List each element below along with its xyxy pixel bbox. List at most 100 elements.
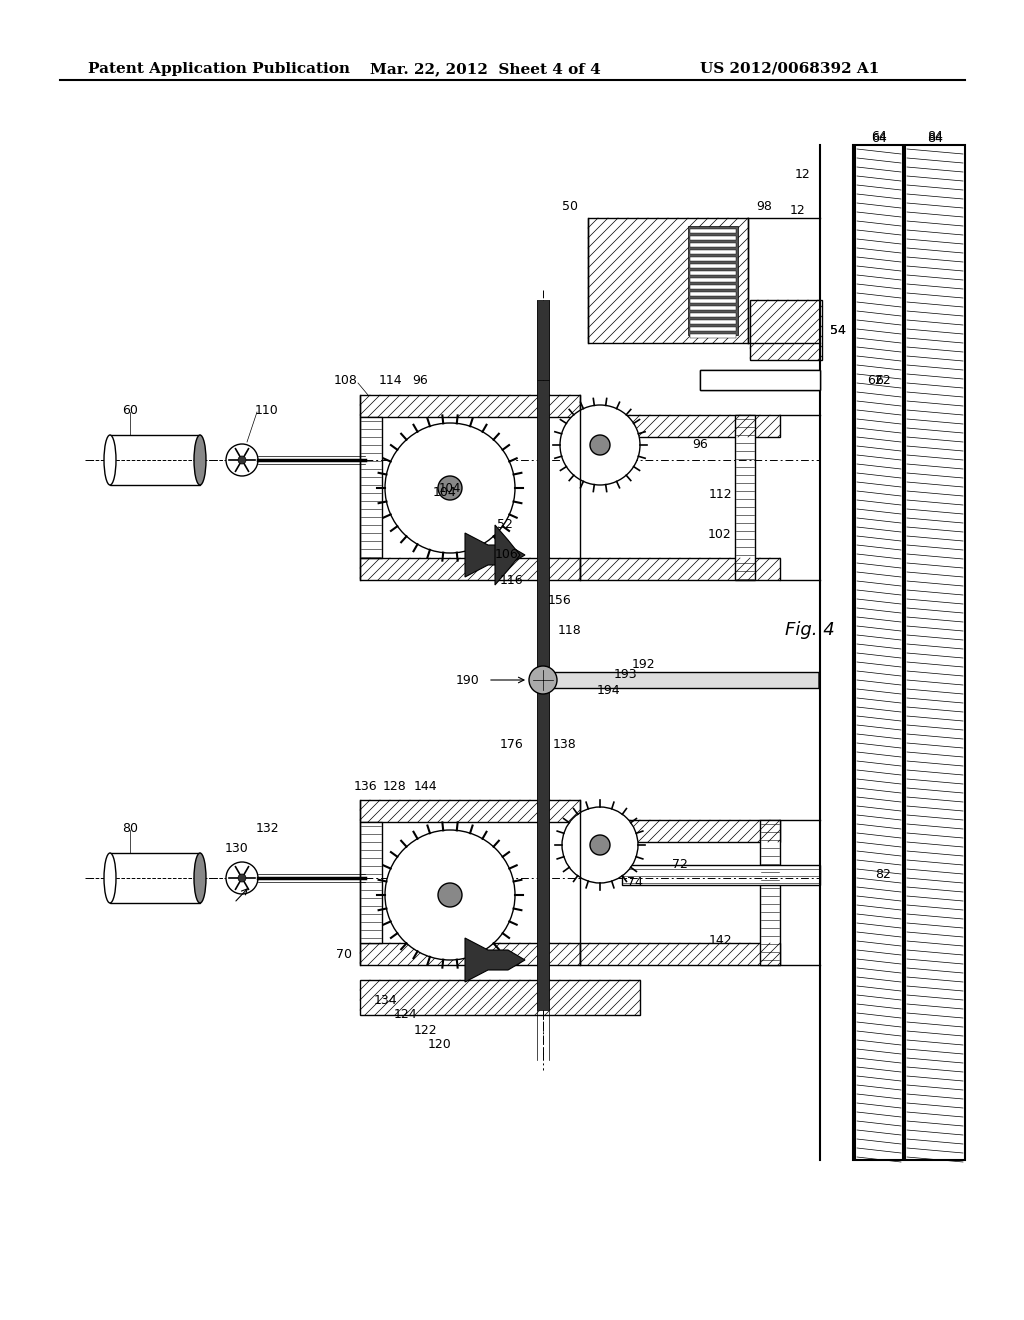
- Text: 60: 60: [122, 404, 138, 417]
- Bar: [690, 292, 736, 296]
- Text: 138: 138: [553, 738, 577, 751]
- Bar: [690, 279, 736, 282]
- Text: 62: 62: [874, 374, 891, 387]
- Circle shape: [438, 883, 462, 907]
- Text: 190: 190: [456, 673, 480, 686]
- Bar: [110, 853, 200, 903]
- Text: 84: 84: [927, 132, 943, 144]
- Bar: [855, 145, 903, 1160]
- Bar: [690, 285, 736, 289]
- Text: 142: 142: [709, 933, 732, 946]
- Text: 102: 102: [709, 528, 732, 541]
- Text: 52: 52: [497, 519, 513, 532]
- Bar: [690, 243, 736, 247]
- Bar: [110, 436, 200, 484]
- Polygon shape: [495, 525, 520, 585]
- Circle shape: [226, 862, 258, 894]
- Bar: [690, 334, 736, 338]
- Text: 114: 114: [378, 375, 401, 388]
- Text: 144: 144: [414, 780, 437, 792]
- Text: 84: 84: [927, 131, 943, 144]
- Text: 54: 54: [830, 323, 846, 337]
- Bar: [700, 370, 820, 389]
- Ellipse shape: [104, 853, 116, 903]
- Bar: [588, 218, 748, 343]
- Circle shape: [385, 830, 515, 960]
- Bar: [360, 417, 382, 558]
- Bar: [750, 300, 822, 360]
- Text: 193: 193: [613, 668, 637, 681]
- Bar: [688, 226, 738, 335]
- Text: 104: 104: [439, 482, 461, 495]
- Circle shape: [238, 455, 246, 465]
- Bar: [760, 820, 780, 965]
- Text: 80: 80: [122, 821, 138, 834]
- Bar: [580, 558, 780, 579]
- Text: 136: 136: [353, 780, 377, 792]
- Circle shape: [529, 667, 557, 694]
- Text: 12: 12: [795, 169, 810, 181]
- Bar: [622, 865, 820, 884]
- Text: 122: 122: [414, 1023, 437, 1036]
- Bar: [690, 300, 736, 304]
- Bar: [360, 800, 580, 822]
- Polygon shape: [465, 939, 525, 982]
- Bar: [537, 380, 549, 1010]
- Text: 64: 64: [871, 131, 887, 144]
- Text: US 2012/0068392 A1: US 2012/0068392 A1: [700, 62, 880, 77]
- Text: Patent Application Publication: Patent Application Publication: [88, 62, 350, 77]
- Text: 106: 106: [495, 549, 518, 561]
- Text: 12: 12: [790, 203, 805, 216]
- Text: 120: 120: [428, 1039, 452, 1052]
- Text: 98: 98: [756, 199, 772, 213]
- Text: 54: 54: [830, 323, 846, 337]
- Text: 82: 82: [874, 869, 891, 882]
- Text: 110: 110: [255, 404, 279, 417]
- Bar: [690, 319, 736, 323]
- Bar: [580, 942, 780, 965]
- Bar: [700, 370, 820, 389]
- Circle shape: [562, 807, 638, 883]
- Bar: [690, 313, 736, 317]
- Text: 130: 130: [225, 842, 249, 854]
- Text: 50: 50: [562, 199, 578, 213]
- Ellipse shape: [194, 436, 206, 484]
- Text: 176: 176: [500, 738, 523, 751]
- Text: 108: 108: [334, 375, 358, 388]
- Text: 62: 62: [867, 374, 883, 387]
- Bar: [360, 822, 382, 942]
- Text: Fig. 4: Fig. 4: [785, 620, 835, 639]
- Text: 156: 156: [548, 594, 571, 606]
- Polygon shape: [465, 533, 525, 577]
- Circle shape: [560, 405, 640, 484]
- Bar: [537, 300, 549, 380]
- Bar: [580, 820, 780, 842]
- Bar: [690, 264, 736, 268]
- Text: 194: 194: [596, 684, 620, 697]
- Text: 118: 118: [558, 623, 582, 636]
- Bar: [553, 672, 818, 688]
- Circle shape: [385, 422, 515, 553]
- Bar: [580, 414, 780, 437]
- Bar: [690, 271, 736, 275]
- Bar: [690, 228, 736, 234]
- Bar: [360, 979, 640, 1015]
- Text: 116: 116: [500, 573, 523, 586]
- Bar: [735, 414, 755, 579]
- Circle shape: [238, 874, 246, 882]
- Bar: [360, 942, 580, 965]
- Bar: [905, 145, 965, 1160]
- Text: 112: 112: [709, 488, 732, 502]
- Circle shape: [590, 436, 610, 455]
- Bar: [360, 395, 580, 417]
- Bar: [690, 306, 736, 310]
- Bar: [690, 236, 736, 240]
- Text: 96: 96: [412, 375, 428, 388]
- Text: 132: 132: [255, 821, 279, 834]
- Circle shape: [438, 477, 462, 500]
- Text: 134: 134: [373, 994, 397, 1006]
- Text: 192: 192: [631, 659, 654, 672]
- Bar: [690, 257, 736, 261]
- Circle shape: [590, 836, 610, 855]
- Bar: [690, 327, 736, 331]
